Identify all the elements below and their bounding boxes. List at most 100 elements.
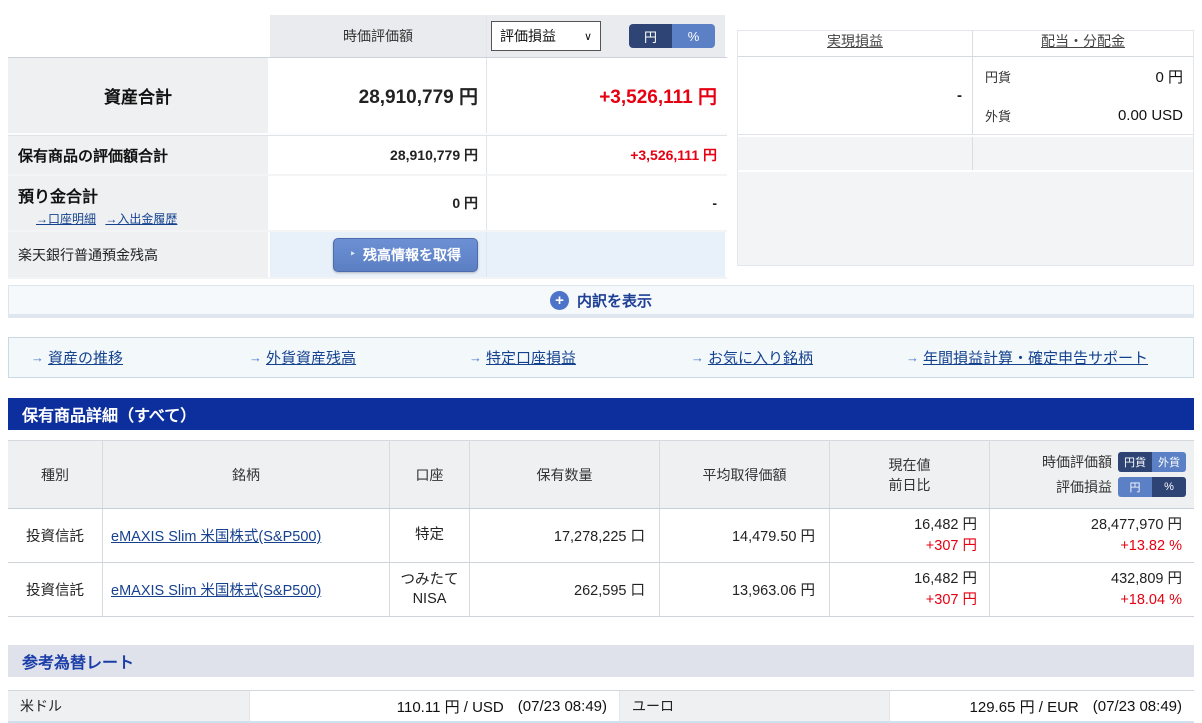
toggle-yen-option[interactable]: 円 bbox=[629, 24, 672, 48]
row-account-text: 特定 bbox=[415, 527, 444, 543]
asset-summary-table: 時価評価額 評価損益 ∨ 円 % 資産合計 28,910,779 円 +3,52… bbox=[8, 15, 727, 279]
annual-pl-tax-support-link-label: 年間損益計算・確定申告サポート bbox=[923, 350, 1149, 367]
row-account: 特定 bbox=[390, 509, 470, 562]
arrow-right-icon: → bbox=[31, 350, 44, 365]
eur-rate: 129.65 円 / EUR bbox=[969, 698, 1079, 716]
annual-pl-tax-support-link[interactable]: → 年間損益計算・確定申告サポート bbox=[906, 347, 1148, 368]
pl-metric-dropdown[interactable]: 評価損益 ∨ bbox=[491, 21, 601, 51]
holdings-total-label: 保有商品の評価額合計 bbox=[8, 136, 270, 174]
header-pl-line: 評価損益 円 % bbox=[1056, 477, 1186, 497]
market-value-column-header: 時価評価額 bbox=[270, 15, 487, 57]
foreign-currency-balance-link[interactable]: → 外貨資産残高 bbox=[249, 347, 356, 368]
blank-corner-cell bbox=[8, 15, 270, 57]
row-market-value-cell: 28,477,970 円 +13.82 % bbox=[990, 509, 1194, 562]
arrow-right-icon: → bbox=[469, 350, 482, 365]
right-table-empty-row bbox=[738, 135, 1193, 172]
dividend-fx-label: 外貨 bbox=[985, 109, 1012, 124]
table-row: 投資信託 eMAXIS Slim 米国株式(S&P500) 特定 17,278,… bbox=[8, 509, 1194, 563]
row-pl: +18.04 % bbox=[1120, 591, 1182, 608]
button-bullet-icon: ‣ bbox=[349, 249, 356, 260]
row-current-price: 16,482 円 bbox=[914, 516, 977, 533]
deposit-total-row: 預り金合計 →口座明細 →入出金履歴 0 円 - bbox=[8, 176, 727, 232]
row-account-text: つみたて NISA bbox=[400, 571, 459, 607]
deposit-total-pl: - bbox=[487, 176, 725, 230]
account-detail-link[interactable]: →口座明細 bbox=[36, 212, 97, 226]
header-market-value-pl: 時価評価額 円貨 外貨 評価損益 円 % bbox=[990, 441, 1194, 508]
specific-account-pl-link-label: 特定口座損益 bbox=[486, 350, 577, 367]
favorite-stocks-link-label: お気に入り銘柄 bbox=[708, 350, 814, 367]
get-balance-button[interactable]: ‣ 残高情報を取得 bbox=[332, 237, 478, 272]
fx-rates-section-title: 参考為替レート bbox=[8, 645, 1194, 677]
right-table-data-row: - 円貨 0 円 外貨 0.00 USD bbox=[738, 57, 1193, 135]
row-day-change: +307 円 bbox=[925, 537, 977, 554]
empty-cell-right bbox=[973, 137, 1193, 170]
show-breakdown-label: 内訳を表示 bbox=[576, 292, 652, 310]
toggle-percent-option[interactable]: % bbox=[672, 24, 715, 48]
row-quantity: 17,278,225 口 bbox=[470, 509, 660, 562]
eur-rate-cell: 129.65 円 / EUR (07/23 08:49) bbox=[890, 691, 1194, 721]
right-table-header-row: 実現損益 配当・分配金 bbox=[738, 30, 1193, 57]
row-pl: +13.82 % bbox=[1120, 537, 1182, 554]
pl-unit-toggle: 円 % bbox=[1118, 477, 1186, 497]
holdings-total-pl: +3,526,111 円 bbox=[487, 136, 725, 174]
holdings-table: 種別 銘柄 口座 保有数量 平均取得価額 現在値 前日比 時価評価額 円貨 外貨… bbox=[8, 440, 1194, 617]
eur-rate-time: (07/23 08:49) bbox=[1092, 697, 1182, 715]
holdings-total-row: 保有商品の評価額合計 28,910,779 円 +3,526,111 円 bbox=[8, 135, 727, 176]
chevron-down-icon: ∨ bbox=[583, 30, 592, 43]
mv-toggle-fx-option[interactable]: 外貨 bbox=[1152, 452, 1186, 472]
arrow-right-icon: → bbox=[691, 350, 704, 365]
header-account: 口座 bbox=[390, 441, 470, 508]
arrow-right-icon: → bbox=[249, 350, 262, 365]
row-market-value: 28,477,970 円 bbox=[1090, 516, 1182, 533]
fx-rates-table: 米ドル 110.11 円 / USD (07/23 08:49) ユーロ 129… bbox=[8, 690, 1194, 723]
summary-controls-cell: 評価損益 ∨ 円 % bbox=[487, 15, 725, 57]
mv-toggle-jpy-option[interactable]: 円貨 bbox=[1118, 452, 1152, 472]
asset-trend-link[interactable]: → 資産の推移 bbox=[31, 347, 123, 368]
header-day-change-line2: 前日比 bbox=[888, 476, 931, 493]
holdings-total-market-value: 28,910,779 円 bbox=[270, 136, 487, 174]
header-market-value-line: 時価評価額 円貨 外貨 bbox=[1042, 452, 1186, 472]
specific-account-pl-link[interactable]: → 特定口座損益 bbox=[469, 347, 576, 368]
favorite-stocks-link[interactable]: → お気に入り銘柄 bbox=[691, 347, 813, 368]
arrow-right-icon: → bbox=[906, 350, 919, 365]
bank-balance-label: 楽天銀行普通預金残高 bbox=[8, 232, 270, 277]
usd-label: 米ドル bbox=[8, 691, 250, 721]
pl-toggle-yen-option[interactable]: 円 bbox=[1118, 477, 1152, 497]
pl-metric-dropdown-value: 評価損益 bbox=[500, 28, 556, 44]
row-day-change: +307 円 bbox=[925, 591, 977, 608]
header-market-value-label: 時価評価額 bbox=[1042, 454, 1112, 470]
header-pl-label: 評価損益 bbox=[1056, 479, 1112, 495]
bank-balance-empty-cell bbox=[487, 232, 725, 277]
total-assets-row: 資産合計 28,910,779 円 +3,526,111 円 bbox=[8, 57, 727, 135]
empty-cell-left bbox=[738, 137, 973, 170]
dividend-jpy-line: 円貨 0 円 bbox=[973, 57, 1193, 96]
show-breakdown-button[interactable]: + 内訳を表示 bbox=[8, 285, 1194, 318]
total-assets-label: 資産合計 bbox=[8, 58, 270, 133]
row-name-cell: eMAXIS Slim 米国株式(S&P500) bbox=[103, 563, 390, 616]
header-avg-price: 平均取得価額 bbox=[660, 441, 830, 508]
row-market-value: 432,809 円 bbox=[1111, 570, 1182, 587]
market-value-currency-toggle: 円貨 外貨 bbox=[1118, 452, 1186, 472]
right-table-empty-block bbox=[738, 172, 1193, 265]
deposit-links: →口座明細 →入出金履歴 bbox=[18, 210, 268, 227]
row-type: 投資信託 bbox=[8, 509, 103, 562]
pl-toggle-percent-option[interactable]: % bbox=[1152, 477, 1186, 497]
dividend-jpy-label: 円貨 bbox=[985, 70, 1012, 85]
header-current-price: 現在値 前日比 bbox=[830, 441, 990, 508]
fund-name-link[interactable]: eMAXIS Slim 米国株式(S&P500) bbox=[111, 529, 322, 545]
deposit-withdrawal-history-link[interactable]: →入出金履歴 bbox=[105, 212, 178, 226]
fund-name-link[interactable]: eMAXIS Slim 米国株式(S&P500) bbox=[111, 583, 322, 599]
usd-rate: 110.11 円 / USD bbox=[396, 698, 504, 716]
header-name: 銘柄 bbox=[103, 441, 390, 508]
row-name-cell: eMAXIS Slim 米国株式(S&P500) bbox=[103, 509, 390, 562]
eur-label: ユーロ bbox=[620, 691, 890, 721]
dividend-jpy-value: 0 円 bbox=[1155, 69, 1183, 86]
realized-pl-link[interactable]: 実現損益 bbox=[827, 33, 883, 49]
deposit-total-label: 預り金合計 bbox=[18, 189, 99, 206]
realized-dividend-table: 実現損益 配当・分配金 - 円貨 0 円 外貨 0.00 USD bbox=[737, 30, 1194, 266]
header-quantity: 保有数量 bbox=[470, 441, 660, 508]
yen-percent-toggle: 円 % bbox=[629, 24, 715, 48]
total-assets-pl: +3,526,111 円 bbox=[487, 58, 725, 133]
dividend-distribution-link[interactable]: 配当・分配金 bbox=[1041, 33, 1125, 49]
